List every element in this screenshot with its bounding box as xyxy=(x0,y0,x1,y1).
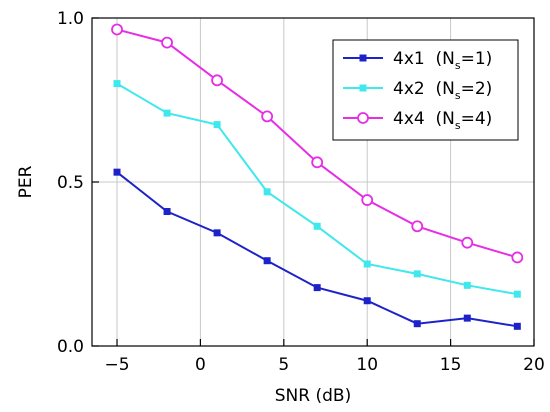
point-marker xyxy=(513,322,521,330)
y-tick-label: 1.0 xyxy=(57,9,84,29)
point-marker xyxy=(213,229,221,237)
legend-item: 4x1 (Ns=1) xyxy=(343,49,492,72)
x-tick-label: 0 xyxy=(195,355,206,375)
series-2 xyxy=(113,80,521,298)
ticks: −5 0 5 10 15 20 0.0 0.5 1.0 xyxy=(57,9,545,375)
series-3 xyxy=(111,23,524,264)
y-tick-label: 0.0 xyxy=(57,337,84,357)
point-marker xyxy=(163,208,171,216)
point-marker xyxy=(361,194,374,206)
x-axis-title: SNR (dB) xyxy=(275,386,351,406)
point-marker xyxy=(357,112,369,124)
point-marker xyxy=(359,84,367,92)
point-marker xyxy=(313,284,321,292)
point-marker xyxy=(311,156,324,169)
legend-item: 4x2 (Ns=2) xyxy=(343,79,492,102)
point-marker xyxy=(363,297,371,305)
x-tick-label: 20 xyxy=(523,355,545,375)
point-marker xyxy=(463,281,471,289)
point-marker xyxy=(461,236,474,249)
point-marker xyxy=(513,290,521,298)
point-marker xyxy=(113,80,121,88)
point-marker xyxy=(313,222,321,230)
legend-label: 4x4 (Ns=4) xyxy=(393,109,492,132)
legend: 4x1 (Ns=1) 4x2 (Ns=2) 4x4 (Ns=4) xyxy=(332,39,519,141)
point-marker xyxy=(261,110,274,123)
x-tick-label: −5 xyxy=(104,355,129,375)
point-marker xyxy=(211,74,223,87)
point-marker xyxy=(463,314,471,322)
x-tick-label: 5 xyxy=(278,355,289,375)
legend-item: 4x4 (Ns=4) xyxy=(343,109,492,132)
point-marker xyxy=(263,188,271,196)
point-marker xyxy=(363,260,371,268)
point-marker xyxy=(413,320,421,328)
series-layer xyxy=(111,23,524,330)
y-axis-title: PER xyxy=(16,165,36,198)
point-marker xyxy=(161,36,173,49)
series-1 xyxy=(113,168,521,330)
point-marker xyxy=(411,220,424,233)
x-tick-label: 10 xyxy=(356,355,378,375)
point-marker xyxy=(163,109,171,117)
legend-label: 4x1 (Ns=1) xyxy=(393,49,492,72)
y-tick-label: 0.5 xyxy=(57,173,84,193)
point-marker xyxy=(111,23,123,36)
point-marker xyxy=(413,270,421,278)
point-marker xyxy=(511,251,524,264)
point-marker xyxy=(263,257,271,265)
point-marker xyxy=(213,121,221,129)
legend-label: 4x2 (Ns=2) xyxy=(393,79,492,102)
x-tick-label: 15 xyxy=(440,355,462,375)
point-marker xyxy=(359,54,367,62)
point-marker xyxy=(113,168,121,176)
